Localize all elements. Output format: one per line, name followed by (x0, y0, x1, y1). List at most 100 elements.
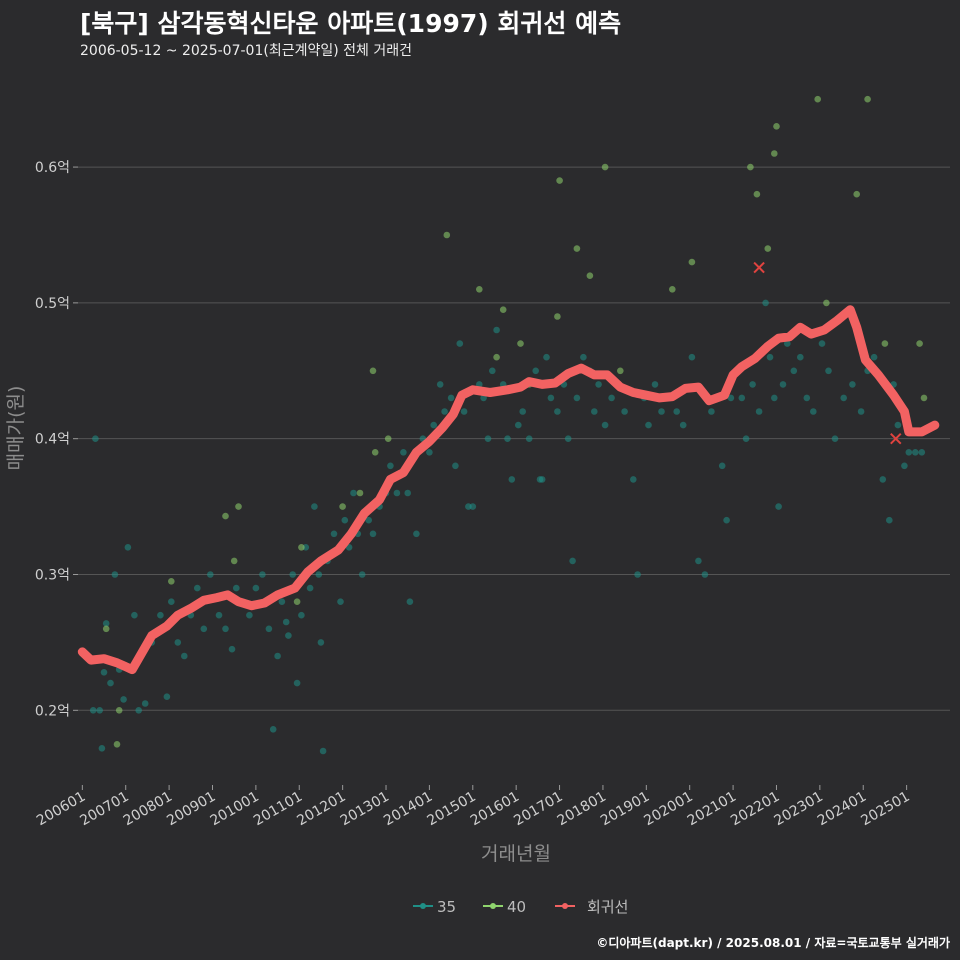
point-35 (673, 408, 680, 415)
annotation-markers (753, 261, 902, 445)
point-40 (864, 95, 871, 103)
x-tick-label: 200801 (121, 789, 175, 830)
point-35 (426, 449, 433, 456)
point-40 (617, 367, 624, 375)
point-35 (194, 584, 201, 592)
y-axis-title: 매매가(원) (5, 386, 27, 471)
point-35 (775, 503, 782, 510)
legend-swatch-dot (562, 903, 568, 909)
grid-lines (78, 166, 950, 711)
point-35 (358, 571, 366, 578)
regression-line-layer (77, 305, 940, 675)
point-35 (771, 394, 778, 402)
x-tick-label: 201301 (338, 789, 392, 830)
x-marker-stroke (753, 261, 765, 274)
point-35 (393, 489, 401, 497)
point-35 (289, 571, 297, 578)
point-35 (532, 367, 539, 375)
point-40 (916, 340, 923, 347)
point-35 (469, 503, 477, 510)
point-35 (547, 394, 555, 402)
point-35 (569, 557, 576, 565)
point-35 (306, 584, 314, 592)
point-40 (369, 367, 377, 375)
point-35 (406, 598, 414, 605)
regression-line (77, 305, 940, 675)
x-tick-label: 202301 (772, 789, 826, 830)
point-40 (771, 150, 778, 157)
point-35 (200, 625, 208, 633)
point-35 (181, 652, 188, 660)
point-35 (630, 476, 637, 483)
point-35 (96, 707, 103, 714)
point-35 (124, 544, 132, 551)
point-35 (319, 747, 327, 755)
point-35 (285, 632, 292, 639)
x-tick-label: 201401 (381, 789, 435, 830)
point-40 (669, 286, 676, 293)
point-40 (753, 190, 761, 198)
point-35 (538, 476, 546, 483)
point-35 (274, 652, 281, 660)
point-35 (573, 394, 581, 402)
point-40 (688, 258, 696, 266)
annotation-x-marker (890, 432, 902, 445)
point-35 (608, 394, 615, 402)
point-35 (430, 421, 438, 429)
point-35 (749, 381, 756, 388)
point-35 (163, 693, 171, 700)
point-35 (645, 421, 652, 429)
point-35 (723, 516, 730, 524)
point-35 (595, 381, 602, 388)
point-35 (695, 557, 702, 565)
point-35 (679, 421, 687, 429)
point-35 (168, 598, 175, 605)
point-35 (298, 611, 305, 619)
x-marker-stroke (890, 432, 902, 445)
point-40 (235, 503, 242, 510)
point-40 (115, 707, 123, 714)
point-35 (107, 679, 114, 687)
point-35 (688, 353, 696, 361)
point-35 (493, 326, 500, 334)
point-40 (493, 353, 500, 361)
point-35 (98, 745, 106, 752)
point-35 (233, 584, 240, 592)
y-tick-label: 0.6억 (35, 160, 70, 176)
point-35 (337, 598, 344, 605)
point-35 (350, 489, 357, 497)
point-35 (135, 707, 142, 714)
point-35 (762, 299, 769, 307)
point-35 (228, 645, 236, 653)
point-40 (517, 340, 524, 347)
point-35 (365, 516, 373, 524)
x-tick-label: 201001 (208, 789, 262, 830)
point-35 (157, 611, 164, 619)
legend: 35 40 회귀선 (413, 898, 628, 916)
point-35 (460, 408, 468, 415)
point-35 (441, 408, 448, 415)
legend-item-35: 35 (413, 898, 456, 916)
point-35 (436, 381, 444, 388)
point-35 (621, 408, 628, 415)
point-35 (102, 620, 110, 627)
point-35 (727, 394, 735, 402)
point-40 (823, 299, 830, 307)
point-40 (168, 578, 175, 585)
point-40 (102, 625, 110, 633)
x-tick-label: 201601 (468, 789, 522, 830)
y-tick-label: 0.5억 (35, 296, 70, 312)
point-35 (222, 625, 229, 633)
point-35 (879, 476, 887, 483)
credit-text: ©디아파트(dapt.kr) / 2025.08.01 / 자료=국토교통부 실… (596, 936, 950, 950)
y-tick-label: 0.4억 (35, 432, 70, 448)
point-35 (489, 367, 496, 375)
legend-label: 40 (507, 898, 526, 916)
point-35 (554, 408, 561, 415)
point-35 (131, 611, 138, 619)
point-35 (840, 394, 847, 402)
point-35 (894, 421, 902, 429)
x-tick-label: 202101 (685, 789, 739, 830)
point-35 (278, 598, 286, 605)
